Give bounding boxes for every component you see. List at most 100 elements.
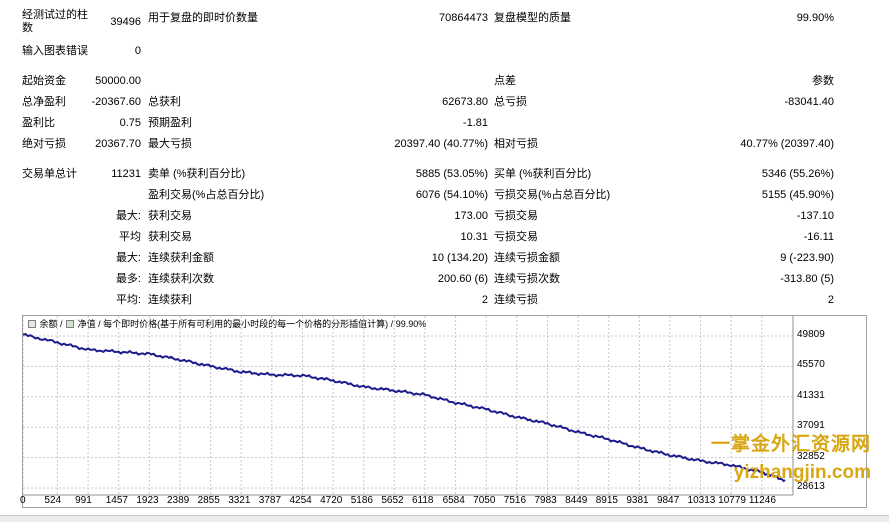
legend-separator: / <box>98 319 101 329</box>
stat-label: 连续亏损 <box>494 294 538 306</box>
legend-separator: / <box>60 319 63 329</box>
x-tick-label: 3787 <box>258 495 282 506</box>
stat-value: -83041.40 <box>784 96 834 108</box>
stat-label: 输入图表错误 <box>22 45 88 57</box>
stat-label: 盈利比 <box>22 117 55 129</box>
stat-label: 用于复盘的即时价数量 <box>148 12 258 24</box>
x-tick-label: 4254 <box>289 495 312 506</box>
stat-value: -313.80 (5) <box>780 273 834 285</box>
stat-label: 获利交易 <box>148 231 192 243</box>
x-tick-label: 4720 <box>320 495 343 506</box>
stat-value: 5885 (53.05%) <box>415 168 488 180</box>
stat-label: 最大亏损 <box>148 138 192 150</box>
stat-value: 10.31 <box>460 231 488 243</box>
stat-prefix: 最多: <box>115 273 141 285</box>
x-tick-label: 5186 <box>350 495 373 506</box>
stat-prefix: 最大: <box>115 210 141 222</box>
stat-label: 交易单总计 <box>22 168 77 180</box>
stat-label: 绝对亏损 <box>22 138 66 150</box>
equity-swatch-icon <box>66 320 75 328</box>
balance-chart: 余额 / 净值 / 每个即时价格(基于所有可利用的最小时段的每一个价格的分形插值… <box>22 315 867 508</box>
stat-label: 总净盈利 <box>22 96 66 108</box>
stat-label: 连续获利次数 <box>148 273 214 285</box>
stat-prefix: 平均: <box>115 294 141 306</box>
legend-equity: 净值 <box>77 319 96 329</box>
x-tick-label: 10313 <box>687 495 716 506</box>
stat-label: 盈利交易(%占总百分比) <box>148 189 265 201</box>
stat-label: 买单 (%获利百分比) <box>494 168 592 180</box>
legend-quality: 99.90% <box>395 319 427 329</box>
stat-value: 20367.70 <box>95 138 141 150</box>
stat-value: 0.75 <box>119 117 141 129</box>
stat-label: 连续亏损次数 <box>494 273 560 285</box>
balance-swatch-icon <box>28 320 36 328</box>
stat-value: -137.10 <box>796 210 834 222</box>
legend-balance: 余额 <box>39 319 58 329</box>
tab-bar[interactable] <box>0 515 889 522</box>
stat-value: 173.00 <box>454 210 488 222</box>
x-tick-label: 7516 <box>503 495 527 506</box>
chart-legend: 余额 / 净值 / 每个即时价格(基于所有可利用的最小时段的每一个价格的分形插值… <box>27 319 426 330</box>
stat-value: 10 (134.20) <box>431 252 488 264</box>
x-tick-label: 8449 <box>565 495 588 506</box>
stat-label: 连续亏损金额 <box>494 252 560 264</box>
y-tick-label: 49809 <box>797 329 825 340</box>
stat-label: 亏损交易 <box>494 210 538 222</box>
x-tick-label: 7050 <box>473 495 496 506</box>
stat-value: 50000.00 <box>95 75 141 87</box>
stat-value: 70864473 <box>439 12 488 24</box>
x-tick-label: 524 <box>44 495 62 506</box>
stat-label: 起始资金 <box>22 75 66 87</box>
x-tick-label: 11246 <box>748 495 776 506</box>
x-tick-label: 2389 <box>166 495 190 506</box>
x-tick-label: 10779 <box>718 495 746 506</box>
stat-value: 39496 <box>110 16 141 28</box>
stat-value: -1.81 <box>462 117 488 129</box>
legend-separator: / <box>390 319 394 329</box>
x-tick-label: 991 <box>75 495 92 506</box>
x-tick-label: 6118 <box>411 495 434 506</box>
legend-description: 每个即时价格(基于所有可利用的最小时段的每一个价格的分形插值计算) <box>103 319 389 329</box>
stat-label: 经测试过的柱数 <box>22 9 88 34</box>
x-tick-label: 1457 <box>105 495 128 506</box>
x-tick-label: 3321 <box>228 495 251 506</box>
x-tick-label: 8915 <box>595 495 618 506</box>
x-tick-label: 1923 <box>136 495 159 506</box>
stat-value: 2 <box>481 294 488 306</box>
stat-value: 9 (-223.90) <box>780 252 834 264</box>
x-tick-label: 2855 <box>197 495 220 506</box>
stat-label: 获利交易 <box>148 210 192 222</box>
y-tick-label: 28613 <box>797 481 825 492</box>
x-tick-label: 5652 <box>381 495 404 506</box>
stat-value: 0 <box>134 45 141 57</box>
stat-label: 相对亏损 <box>494 138 538 150</box>
stat-label: 连续获利 <box>148 294 192 306</box>
y-tick-label: 37091 <box>797 420 825 432</box>
x-tick-label: 6584 <box>442 495 465 506</box>
y-tick-label: 32852 <box>797 450 825 462</box>
x-tick-label: 9847 <box>656 495 680 506</box>
stat-value: 40.77% (20397.40) <box>740 138 834 150</box>
stat-label: 连续获利金额 <box>148 252 214 264</box>
stat-value: 200.60 (6) <box>437 273 488 285</box>
stat-value: 6076 (54.10%) <box>415 189 488 201</box>
stat-label: 亏损交易 <box>494 231 538 243</box>
stat-value: 99.90% <box>796 12 834 24</box>
stat-value: 62673.80 <box>442 96 488 108</box>
report-table: 经测试过的柱数 39496 用于复盘的即时价数量 70864473 复盘模型的质量 99.… <box>22 9 834 306</box>
stat-prefix: 最大: <box>115 252 141 264</box>
stat-value: 5155 (45.90%) <box>761 189 834 201</box>
stat-value: 2 <box>827 294 834 306</box>
stat-label: 总亏损 <box>494 96 527 108</box>
chart-plot <box>23 316 794 496</box>
stat-label: 卖单 (%获利百分比) <box>148 168 246 180</box>
stat-value: -20367.60 <box>91 96 141 108</box>
stat-value: 11231 <box>111 168 141 180</box>
stat-prefix: 平均 <box>119 231 141 243</box>
x-tick-label: 7983 <box>534 495 557 506</box>
stat-label: 总获利 <box>148 96 181 108</box>
stat-value: 20397.40 (40.77%) <box>394 138 488 150</box>
stat-label: 点差 <box>494 75 516 87</box>
y-tick-label: 41331 <box>797 389 825 401</box>
stat-label: 预期盈利 <box>148 117 192 129</box>
